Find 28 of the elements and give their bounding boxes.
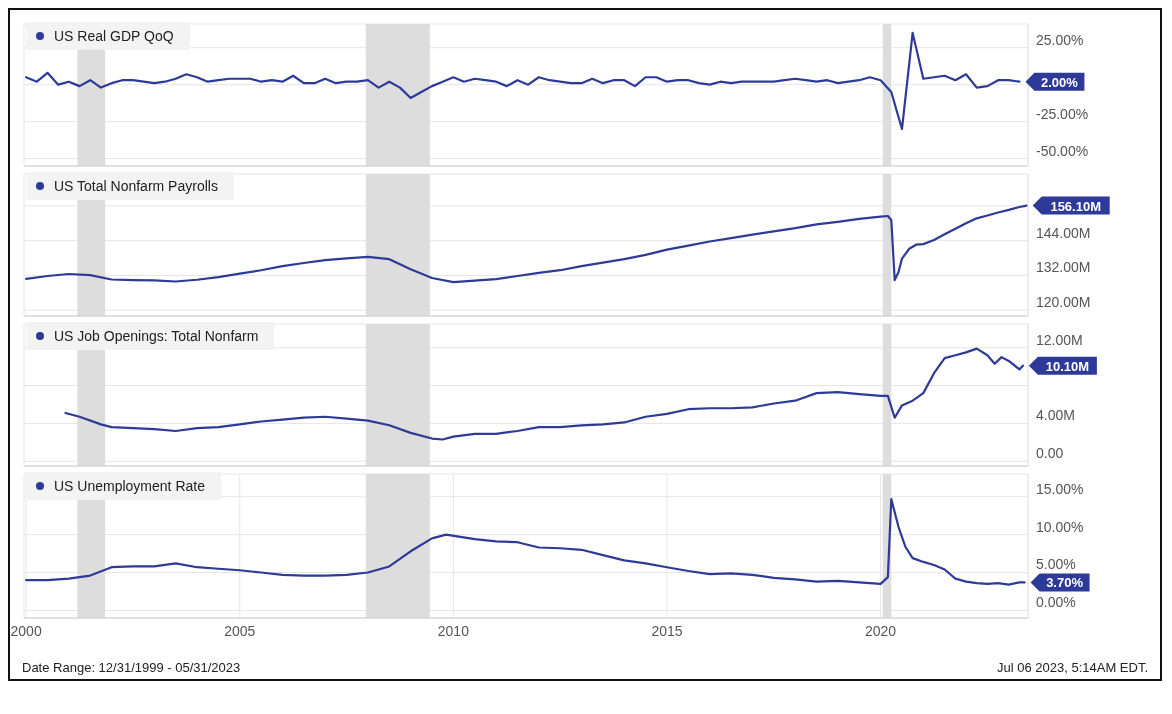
x-tick-label: 2000 (10, 622, 42, 639)
x-tick-label: 2005 (224, 622, 256, 639)
y-tick-label: -50.00% (1036, 142, 1089, 159)
y-tick-label: -25.00% (1036, 105, 1089, 122)
y-tick-label: 5.00% (1036, 556, 1076, 573)
data-label: 3.70% (1046, 575, 1084, 591)
text: Date Range: 12/31/1999 - 05/31/2023 (22, 660, 241, 675)
y-tick-label: 144.00M (1036, 224, 1091, 241)
legend-label: US Total Nonfarm Payrolls (54, 178, 218, 194)
y-tick-label: 120.00M (1036, 294, 1091, 311)
data-label: 156.10M (1050, 198, 1102, 214)
y-tick-label: 12.00M (1036, 331, 1083, 348)
y-tick-label: 0.00% (1036, 594, 1076, 611)
text: Jul 06 2023, 5:14AM EDT. (996, 660, 1148, 675)
y-tick-label: 132.00M (1036, 259, 1091, 276)
y-tick-label: 25.00% (1036, 31, 1084, 48)
legend-label: US Real GDP QoQ (54, 28, 174, 44)
data-label: 2.00% (1041, 74, 1079, 90)
y-tick-label: 10.00% (1036, 518, 1084, 535)
legend-label: US Unemployment Rate (54, 478, 205, 494)
x-tick-label: 2015 (651, 622, 683, 639)
x-tick-label: 2020 (865, 622, 897, 639)
y-tick-label: 15.00% (1036, 480, 1084, 497)
y-tick-label: 4.00M (1036, 407, 1075, 424)
data-label: 10.10M (1045, 358, 1090, 374)
x-tick-label: 2010 (437, 622, 470, 639)
y-tick-label: 0.00 (1036, 445, 1064, 462)
legend-label: US Job Openings: Total Nonfarm (54, 328, 259, 344)
